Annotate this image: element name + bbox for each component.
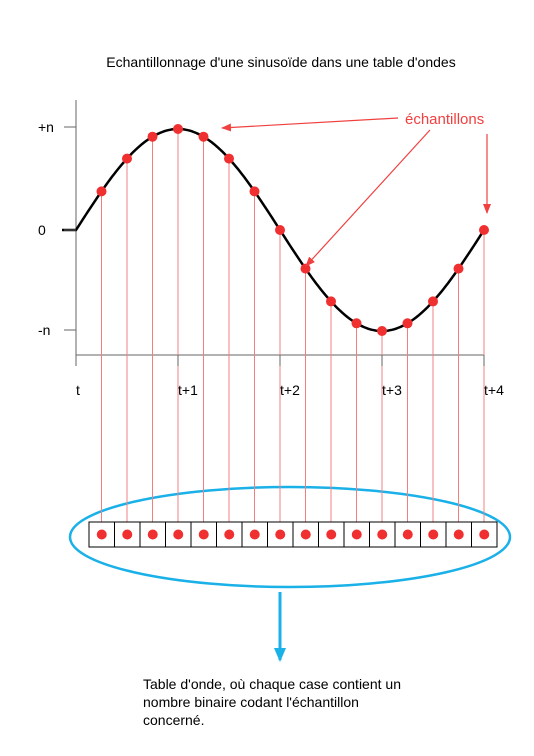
cell-dot	[122, 529, 133, 540]
title: Echantillonnage d'une sinusoïde dans une…	[106, 54, 455, 70]
sample-dot	[428, 296, 438, 307]
table-outline	[68, 485, 512, 589]
sample-dot	[96, 186, 107, 197]
arrow	[305, 129, 431, 267]
sample-dot	[147, 131, 158, 142]
sample-dot	[326, 296, 336, 307]
y-tick-label: +n	[38, 119, 54, 135]
cell-dot	[351, 529, 362, 540]
sample-dot	[402, 318, 413, 329]
caption-line: nombre binaire codant l'échantillon	[143, 694, 359, 710]
arrow	[221, 117, 399, 132]
annotation: échantillons	[405, 111, 484, 128]
cell-dot	[275, 529, 286, 540]
cell-dot	[326, 529, 337, 540]
cell-dot	[402, 529, 413, 540]
x-tick-label: t+4	[484, 382, 504, 398]
cell-dot	[198, 529, 209, 540]
x-tick-label: t+2	[280, 382, 300, 398]
sample-dot	[479, 225, 489, 235]
cell-dot	[428, 529, 439, 540]
cell-dot	[377, 529, 388, 540]
sample-dot	[249, 186, 260, 197]
caption-line: concerné.	[143, 712, 204, 728]
sample-dot	[453, 263, 464, 274]
cell-dot	[96, 529, 107, 540]
sample-dot	[300, 263, 311, 274]
cell-dot	[224, 529, 235, 540]
y-tick-label: 0	[38, 222, 46, 238]
y-tick-label: -n	[38, 322, 50, 338]
x-tick-label: t+1	[178, 382, 198, 398]
sample-dot	[173, 124, 183, 134]
sample-dot	[198, 131, 209, 142]
cell-dot	[453, 529, 464, 540]
sample-dot	[224, 153, 234, 164]
cell-dot	[249, 529, 260, 540]
caption-line: Table d'onde, où chaque case contient un	[143, 676, 401, 692]
x-tick-label: t	[76, 382, 80, 398]
x-tick-label: t+3	[382, 382, 402, 398]
cell-dot	[147, 529, 158, 540]
sample-dot	[377, 326, 387, 336]
cell-dot	[479, 529, 490, 540]
sample-dot	[122, 153, 132, 164]
cell-dot	[173, 529, 184, 540]
cell-dot	[300, 529, 311, 540]
sample-dot	[351, 318, 362, 329]
sample-dot	[275, 225, 285, 235]
